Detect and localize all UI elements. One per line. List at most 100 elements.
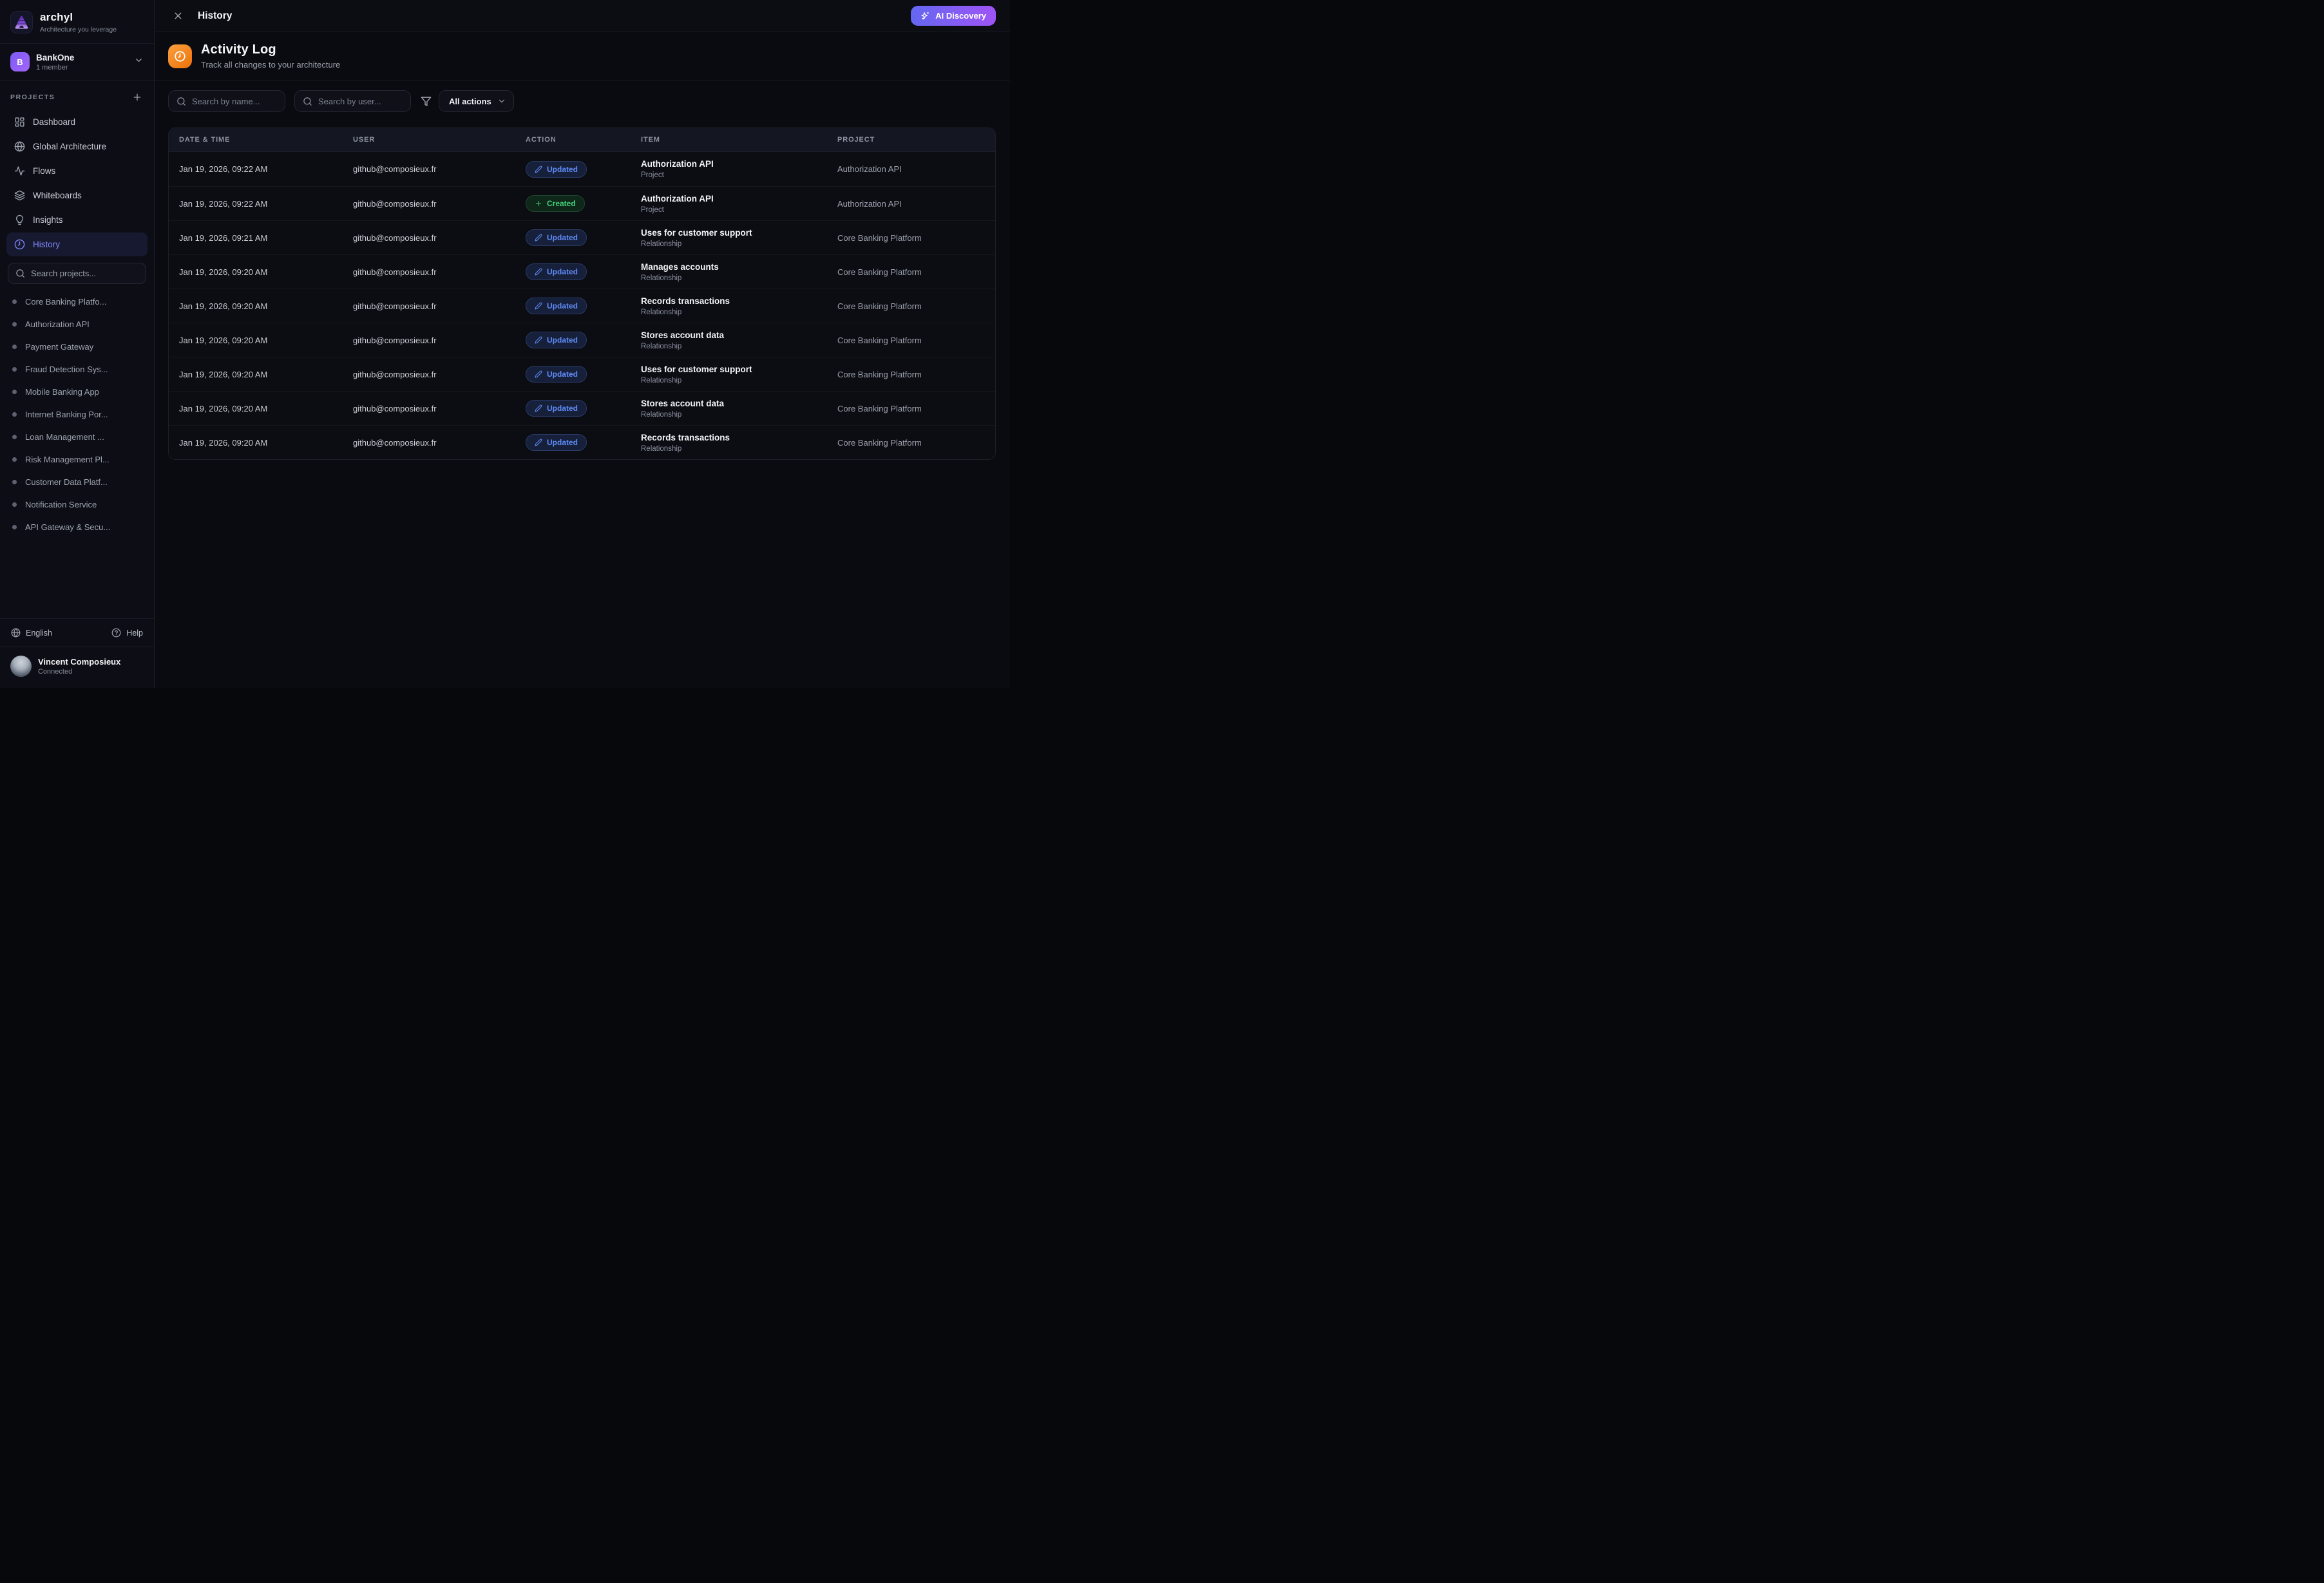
page-header: Activity Log Track all changes to your a… [155,32,1010,81]
datetime-cell: Jan 19, 2026, 09:22 AM [179,198,268,209]
sidebar-project-fraud-detection-sys[interactable]: Fraud Detection Sys... [0,358,154,381]
item-cell: Uses for customer support Relationship [631,228,827,248]
datetime-cell: Jan 19, 2026, 09:20 AM [179,403,268,413]
column-header-project: PROJECT [837,136,875,144]
project-dot-icon [12,412,17,417]
item-type: Relationship [641,240,682,248]
project-list: Core Banking Platfo... Authorization API P… [0,288,154,538]
search-by-name-input[interactable] [192,96,277,106]
action-badge-updated: Updated [526,366,587,383]
user-cell: github@composieux.fr [353,437,437,448]
search-by-user[interactable] [294,90,411,112]
sidebar-project-core-banking-platfo[interactable]: Core Banking Platfo... [0,290,154,313]
pencil-icon [535,165,542,173]
filters-bar: All actions [168,90,996,112]
project-search[interactable] [8,263,146,284]
help-button[interactable]: Help [111,628,143,638]
project-cell: Core Banking Platform [837,301,922,311]
sidebar-project-notification-service[interactable]: Notification Service [0,493,154,516]
item-name: Records transactions [641,296,730,306]
filter-icon [421,96,432,107]
datetime-cell: Jan 19, 2026, 09:20 AM [179,267,268,277]
layers-icon [14,190,25,201]
pencil-icon [535,370,542,378]
table-header-row: DATE & TIME USER ACTION ITEM PROJECT [169,128,995,152]
chevron-down-icon [499,99,504,103]
globe-icon [11,628,21,638]
activity-row: Jan 19, 2026, 09:22 AM github@composieux.… [169,152,995,186]
item-type: Project [641,205,664,214]
sidebar-project-payment-gateway[interactable]: Payment Gateway [0,336,154,358]
user-status: Connected [38,668,73,676]
main-area: History AI Discovery Activity Log Track … [155,0,1010,688]
sidebar-project-mobile-banking-app[interactable]: Mobile Banking App [0,381,154,403]
app-root: archyl Architecture you leverage B BankO… [0,0,1010,688]
sidebar-item-label: Insights [33,215,63,225]
action-cell: Updated [515,434,631,451]
action-cell: Updated [515,400,631,417]
search-by-name[interactable] [168,90,285,112]
activity-row: Jan 19, 2026, 09:22 AM github@composieux.… [169,186,995,220]
action-badge-updated: Updated [526,298,587,314]
user-menu[interactable]: Vincent Composieux Connected [0,647,154,688]
action-badge-label: Updated [547,336,578,345]
project-search-input[interactable] [31,269,138,278]
item-cell: Authorization API Project [631,159,827,179]
project-label: Customer Data Platf... [25,477,108,487]
close-button[interactable] [170,8,186,24]
item-name: Uses for customer support [641,364,752,374]
action-badge-updated: Updated [526,434,587,451]
project-label: Authorization API [25,319,90,329]
item-cell: Records transactions Relationship [631,433,827,453]
sidebar-item-global-architecture[interactable]: Global Architecture [6,135,148,158]
language-selector[interactable]: English [11,628,52,638]
page-title: Activity Log [201,43,276,57]
activity-row: Jan 19, 2026, 09:20 AM github@composieux.… [169,289,995,323]
sidebar-item-insights[interactable]: Insights [6,208,148,232]
project-dot-icon [12,299,17,304]
action-badge-label: Created [547,199,576,208]
action-cell: Updated [515,366,631,383]
search-by-user-input[interactable] [318,96,403,106]
sidebar-project-internet-banking-por[interactable]: Internet Banking Por... [0,403,154,426]
page-subtitle: Track all changes to your architecture [201,60,341,70]
actions-dropdown[interactable]: All actions [439,90,514,112]
sidebar-project-customer-data-platf[interactable]: Customer Data Platf... [0,471,154,493]
projects-section-header: PROJECTS [0,81,154,109]
sidebar-spacer [0,538,154,618]
sidebar-project-api-gateway-secu[interactable]: API Gateway & Secu... [0,516,154,538]
ai-discovery-button[interactable]: AI Discovery [911,6,996,26]
user-name: Vincent Composieux [38,657,121,667]
sidebar-project-risk-management-pl[interactable]: Risk Management Pl... [0,448,154,471]
sidebar-project-authorization-api[interactable]: Authorization API [0,313,154,336]
workspace-name: BankOne [36,52,75,62]
workspace-selector[interactable]: B BankOne 1 member [0,44,154,81]
sidebar-item-flows[interactable]: Flows [6,159,148,183]
item-name: Authorization API [641,193,714,204]
action-badge-updated: Updated [526,332,587,348]
action-cell: Updated [515,229,631,246]
action-cell: Updated [515,160,631,178]
sparkles-icon [920,11,930,21]
activity-row: Jan 19, 2026, 09:20 AM github@composieux.… [169,323,995,357]
sidebar-item-dashboard[interactable]: Dashboard [6,110,148,134]
sidebar-item-whiteboards[interactable]: Whiteboards [6,184,148,207]
globe-icon [14,141,25,152]
activity-table: DATE & TIME USER ACTION ITEM PROJECT Jan 19,… [168,128,996,460]
project-label: Loan Management ... [25,432,104,442]
pencil-icon [535,439,542,446]
sidebar-project-loan-management[interactable]: Loan Management ... [0,426,154,448]
archyl-logo-icon [10,11,33,33]
project-dot-icon [12,345,17,349]
project-cell: Core Banking Platform [837,403,922,413]
action-badge-label: Updated [547,370,578,379]
projects-section-label: PROJECTS [10,93,55,101]
action-badge-label: Updated [547,404,578,413]
add-project-button[interactable] [131,91,144,104]
brand-text: archyl Architecture you leverage [40,11,117,33]
activity-log-icon [168,44,192,68]
item-name: Stores account data [641,398,725,408]
action-badge-label: Updated [547,164,578,174]
actions-dropdown-value: All actions [449,96,491,106]
sidebar-item-history[interactable]: History [6,232,148,256]
